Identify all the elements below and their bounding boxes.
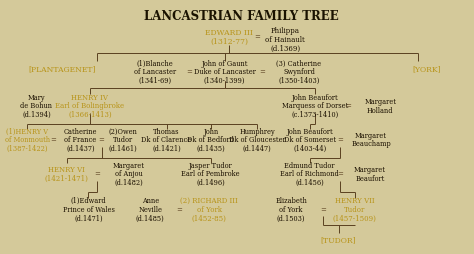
Text: Margaret
of Anjou
(d.1482): Margaret of Anjou (d.1482)	[112, 161, 145, 186]
Text: Jasper Tudor
Earl of Pembroke
(d.1496): Jasper Tudor Earl of Pembroke (d.1496)	[182, 161, 240, 186]
Text: John Beaufort
Dk of Somerset
(1403-44): John Beaufort Dk of Somerset (1403-44)	[283, 127, 336, 152]
Text: =: =	[345, 102, 351, 110]
Text: [YORK]: [YORK]	[412, 65, 441, 73]
Text: =: =	[186, 68, 192, 76]
Text: Catherine
of France
(d.1437): Catherine of France (d.1437)	[64, 127, 97, 152]
Text: =: =	[94, 170, 100, 178]
Text: =: =	[320, 205, 326, 213]
Text: John
Dk of Bedford
(d.1435): John Dk of Bedford (d.1435)	[187, 127, 234, 152]
Text: =: =	[337, 136, 343, 144]
Text: [PLANTAGENET]: [PLANTAGENET]	[28, 65, 96, 73]
Text: =: =	[337, 170, 343, 178]
Text: HENRY IV
Earl of Bolingbroke
(1366-1413): HENRY IV Earl of Bolingbroke (1366-1413)	[55, 93, 125, 119]
Text: Margaret
Beaufort: Margaret Beaufort	[354, 165, 386, 182]
Text: Margaret
Holland: Margaret Holland	[365, 98, 396, 114]
Text: John Beaufort
Marquess of Dorset
(c.1373-1410): John Beaufort Marquess of Dorset (c.1373…	[282, 93, 348, 119]
Text: LANCASTRIAN FAMILY TREE: LANCASTRIAN FAMILY TREE	[144, 10, 338, 23]
Text: Edmund Tudor
Earl of Richmond
(d.1456): Edmund Tudor Earl of Richmond (d.1456)	[280, 161, 339, 186]
Text: =: =	[51, 136, 56, 144]
Text: [TUDOR]: [TUDOR]	[321, 235, 356, 243]
Text: =: =	[177, 205, 182, 213]
Text: =: =	[259, 68, 265, 76]
Text: John of Gaunt
Duke of Lancaster
(1340-1399): John of Gaunt Duke of Lancaster (1340-13…	[194, 59, 255, 85]
Text: HENRY VI
(1421-1471): HENRY VI (1421-1471)	[45, 165, 89, 182]
Text: (2)Owen
Tudor
(d.1461): (2)Owen Tudor (d.1461)	[109, 127, 138, 152]
Text: =: =	[99, 136, 104, 144]
Text: Philippa
of Hainault
(d.1369): Philippa of Hainault (d.1369)	[265, 27, 305, 52]
Text: HENRY VII
Tudor
(1457-1509): HENRY VII Tudor (1457-1509)	[333, 197, 377, 222]
Text: (2) RICHARD III
of York
(1452-85): (2) RICHARD III of York (1452-85)	[181, 197, 238, 222]
Text: (1)HENRY V
of Monmouth
(1387-1422): (1)HENRY V of Monmouth (1387-1422)	[5, 127, 50, 152]
Text: EDWARD III
(1312-77): EDWARD III (1312-77)	[205, 29, 253, 45]
Text: Humphrey
Dk of Gloucester
(d.1447): Humphrey Dk of Gloucester (d.1447)	[229, 127, 285, 152]
Text: (3) Catherine
Swynford
(1350-1403): (3) Catherine Swynford (1350-1403)	[276, 59, 321, 85]
Text: Mary
de Bohun
(d.1394): Mary de Bohun (d.1394)	[20, 93, 53, 119]
Text: Margaret
Beauchamp: Margaret Beauchamp	[351, 131, 391, 148]
Text: (1)Edward
Prince of Wales
(d.1471): (1)Edward Prince of Wales (d.1471)	[63, 197, 114, 222]
Text: (1)Blanche
of Lancaster
(1341-69): (1)Blanche of Lancaster (1341-69)	[134, 59, 176, 85]
Text: Thomas
Dk of Clarence
(d.1421): Thomas Dk of Clarence (d.1421)	[141, 127, 191, 152]
Text: =: =	[254, 33, 260, 41]
Text: Elizabeth
of York
(d.1503): Elizabeth of York (d.1503)	[275, 197, 307, 222]
Text: Anne
Neville
(d.1485): Anne Neville (d.1485)	[136, 197, 164, 222]
